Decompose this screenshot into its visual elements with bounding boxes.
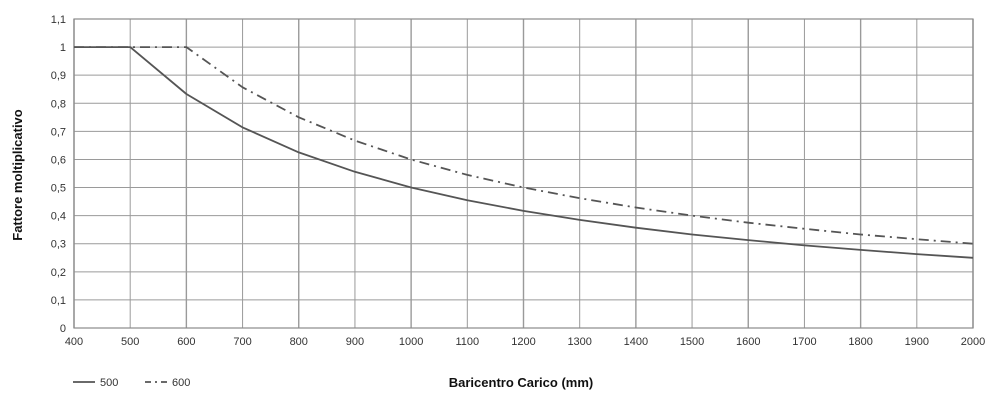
y-tick-label: 0,4	[51, 211, 66, 223]
x-tick-label: 1300	[567, 336, 591, 348]
y-tick-label: 1,1	[51, 14, 66, 26]
series-line-600	[74, 46, 974, 245]
x-tick-label: 1600	[736, 336, 760, 348]
x-tick-label: 1800	[848, 336, 872, 348]
x-tick-label: 1000	[399, 336, 423, 348]
x-tick-label: 600	[177, 336, 195, 348]
x-tick-label: 800	[290, 336, 308, 348]
legend-label: 600	[172, 377, 190, 389]
x-tick-labels: 400 500 600 700 800 900 1000 1100 1200 1300 1400 15…	[65, 336, 985, 348]
y-tick-label: 0,6	[51, 154, 66, 166]
y-axis-title: Fattore moltiplicativo	[10, 109, 25, 241]
grid	[73, 18, 974, 329]
y-tick-label: 0,7	[51, 126, 66, 138]
x-tick-label: 1400	[624, 336, 648, 348]
x-tick-label: 500	[121, 336, 139, 348]
x-tick-label: 1100	[455, 336, 479, 348]
y-tick-label: 0	[60, 323, 66, 335]
series-lines	[73, 46, 974, 259]
x-tick-label: 1200	[511, 336, 535, 348]
x-tick-label: 400	[65, 336, 83, 348]
x-tick-label: 900	[346, 336, 364, 348]
x-tick-label: 1500	[680, 336, 704, 348]
y-tick-labels: 0 0,1 0,2 0,3 0,4 0,5 0,6 0,7 0,8 0,9 1 1,1	[51, 14, 66, 335]
legend-label: 500	[100, 377, 118, 389]
y-tick-label: 0,1	[51, 295, 66, 307]
y-tick-label: 1	[60, 42, 66, 54]
y-tick-label: 0,2	[51, 267, 66, 279]
plot-frame	[73, 18, 974, 329]
x-tick-label: 1900	[905, 336, 929, 348]
y-tick-label: 0,3	[51, 239, 66, 251]
x-tick-label: 700	[233, 336, 251, 348]
legend: 500 600	[73, 377, 190, 389]
y-tick-label: 0,5	[51, 183, 66, 195]
x-tick-label: 2000	[961, 336, 985, 348]
y-tick-label: 0,8	[51, 98, 66, 110]
y-tick-label: 0,9	[51, 70, 66, 82]
x-axis-title: Baricentro Carico (mm)	[449, 375, 593, 390]
x-tick-label: 1700	[792, 336, 816, 348]
